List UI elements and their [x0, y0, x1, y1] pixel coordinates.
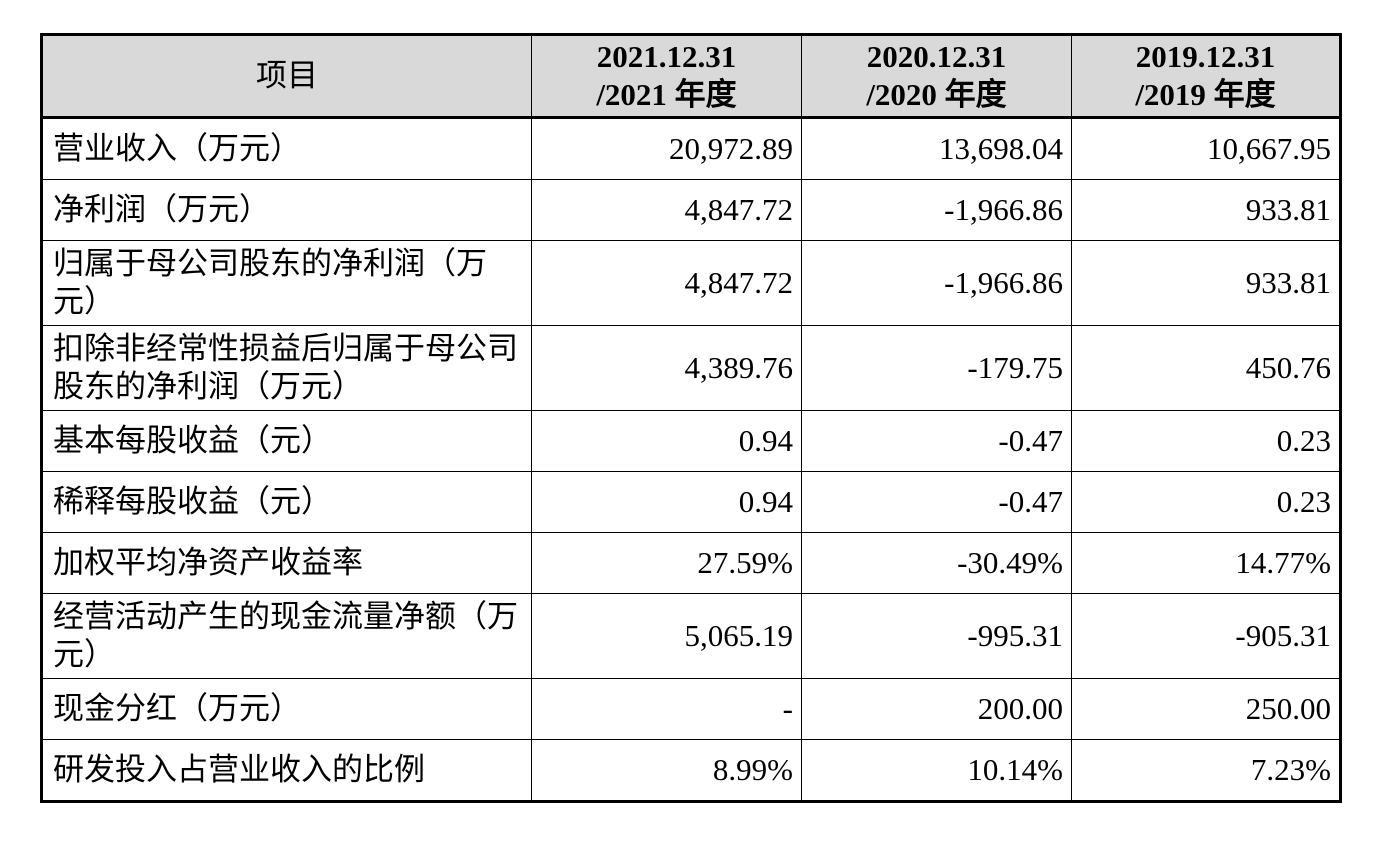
row-label: 稀释每股收益（元）: [41, 471, 532, 533]
value-2019: 10,667.95: [1071, 117, 1341, 180]
table-row-basic-eps: 基本每股收益（元） 0.94 -0.47 0.23: [41, 410, 1341, 472]
value-2020: 200.00: [801, 678, 1072, 740]
value-2019: -905.31: [1071, 593, 1341, 679]
row-label: 研发投入占营业收入的比例: [41, 739, 532, 802]
value-2021: 4,389.76: [531, 325, 802, 411]
value-2019: 7.23%: [1071, 739, 1341, 802]
value-2021: 4,847.72: [531, 240, 802, 326]
value-2019: 933.81: [1071, 240, 1341, 326]
value-2020: -30.49%: [801, 532, 1072, 594]
header-2020: 2020.12.31 /2020 年度: [801, 34, 1072, 119]
value-2019: 450.76: [1071, 325, 1341, 411]
header-2019-year: /2019 年度: [1135, 77, 1276, 112]
value-2021: -: [531, 678, 802, 740]
value-2020: -1,966.86: [801, 179, 1072, 241]
row-label: 基本每股收益（元）: [41, 410, 532, 472]
value-2019: 0.23: [1071, 410, 1341, 472]
header-2020-date: 2020.12.31: [866, 39, 1007, 74]
table-header-row: 项目 2021.12.31 /2021 年度 2020.12.31 /2020 …: [41, 34, 1341, 119]
value-2020: -0.47: [801, 410, 1072, 472]
value-2020: -0.47: [801, 471, 1072, 533]
table-row-rd-ratio: 研发投入占营业收入的比例 8.99% 10.14% 7.23%: [41, 739, 1341, 802]
row-label: 经营活动产生的现金流量净额（万元）: [41, 593, 532, 679]
value-2021: 5,065.19: [531, 593, 802, 679]
value-2021: 4,847.72: [531, 179, 802, 241]
value-2021: 0.94: [531, 410, 802, 472]
header-2019: 2019.12.31 /2019 年度: [1071, 34, 1341, 119]
value-2021: 20,972.89: [531, 117, 802, 180]
table-row-cash-dividend: 现金分红（万元） - 200.00 250.00: [41, 678, 1341, 740]
value-2019: 933.81: [1071, 179, 1341, 241]
row-label: 加权平均净资产收益率: [41, 532, 532, 594]
table-row-roe: 加权平均净资产收益率 27.59% -30.49% 14.77%: [41, 532, 1341, 594]
row-label: 扣除非经常性损益后归属于母公司股东的净利润（万元）: [41, 325, 532, 411]
header-2021-year: /2021 年度: [596, 77, 737, 112]
value-2020: 13,698.04: [801, 117, 1072, 180]
table-row-net-profit-excl-nonrecurring: 扣除非经常性损益后归属于母公司股东的净利润（万元） 4,389.76 -179.…: [41, 325, 1341, 411]
value-2019: 14.77%: [1071, 532, 1341, 594]
header-2021: 2021.12.31 /2021 年度: [531, 34, 802, 119]
table-row-operating-cash-flow: 经营活动产生的现金流量净额（万元） 5,065.19 -995.31 -905.…: [41, 593, 1341, 679]
value-2020: -1,966.86: [801, 240, 1072, 326]
financial-table-container: 项目 2021.12.31 /2021 年度 2020.12.31 /2020 …: [40, 33, 1342, 803]
value-2020: 10.14%: [801, 739, 1072, 802]
table-row-revenue: 营业收入（万元） 20,972.89 13,698.04 10,667.95: [41, 117, 1341, 180]
row-label: 净利润（万元）: [41, 179, 532, 241]
value-2020: -995.31: [801, 593, 1072, 679]
table-row-net-profit-parent: 归属于母公司股东的净利润（万元） 4,847.72 -1,966.86 933.…: [41, 240, 1341, 326]
row-label: 营业收入（万元）: [41, 117, 532, 180]
header-2021-date: 2021.12.31: [596, 39, 737, 74]
header-2019-date: 2019.12.31: [1135, 39, 1276, 74]
row-label: 现金分红（万元）: [41, 678, 532, 740]
table-row-diluted-eps: 稀释每股收益（元） 0.94 -0.47 0.23: [41, 471, 1341, 533]
value-2021: 27.59%: [531, 532, 802, 594]
value-2020: -179.75: [801, 325, 1072, 411]
row-label: 归属于母公司股东的净利润（万元）: [41, 240, 532, 326]
financial-indicators-table: 项目 2021.12.31 /2021 年度 2020.12.31 /2020 …: [40, 33, 1342, 803]
table-row-net-profit: 净利润（万元） 4,847.72 -1,966.86 933.81: [41, 179, 1341, 241]
value-2019: 0.23: [1071, 471, 1341, 533]
header-2020-year: /2020 年度: [866, 77, 1007, 112]
value-2021: 0.94: [531, 471, 802, 533]
header-item: 项目: [41, 34, 532, 119]
value-2021: 8.99%: [531, 739, 802, 802]
value-2019: 250.00: [1071, 678, 1341, 740]
